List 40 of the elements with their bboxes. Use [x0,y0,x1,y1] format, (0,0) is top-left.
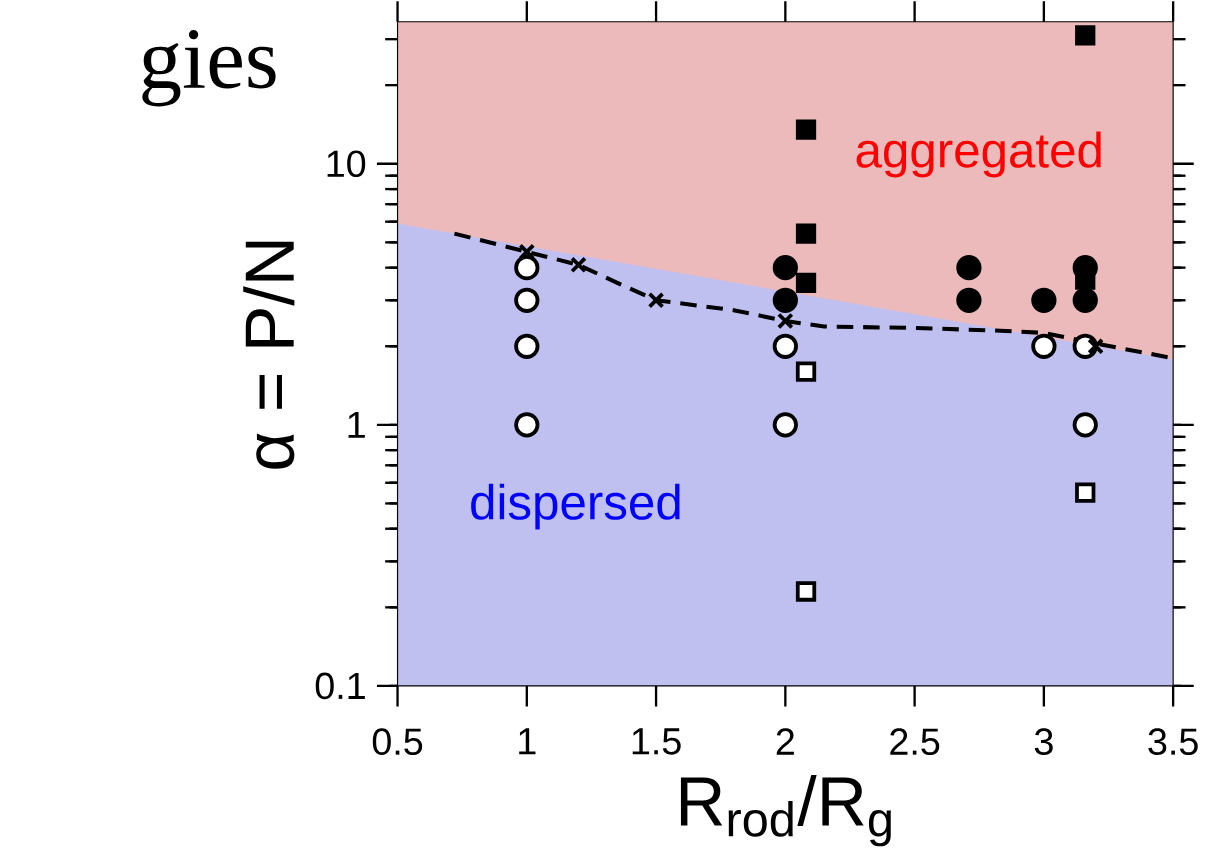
x-tick-label: 1 [519,728,536,755]
point [772,287,798,313]
y-tick-label: 0.1 [315,672,365,700]
point [514,287,540,313]
point [772,255,798,281]
y-tick-label: 10 [327,150,366,178]
point [647,291,665,309]
point [795,272,817,293]
point [570,256,587,274]
series-label: aggregated [856,131,1101,178]
x-tick-label: 0.5 [372,728,423,756]
x-tick-label: 3.5 [1148,728,1198,756]
point [795,361,817,382]
x-tick-label: 2 [776,728,794,755]
point [956,287,982,313]
point [795,119,817,140]
point [1031,333,1057,359]
x-tick-label: 3 [1034,728,1053,756]
point [514,333,540,359]
point [1075,25,1096,46]
point [1087,337,1104,355]
series-label: dispersed [471,483,680,530]
x-tick-label: 2.5 [890,728,940,756]
point [514,412,540,438]
x-tick-label: 1.5 [632,728,681,755]
x-axis-title: R$_{rod}$/R$_{g}$ [680,774,891,847]
point [1075,482,1096,503]
point [1031,287,1057,313]
point [956,255,982,281]
point [1072,412,1098,438]
point [514,255,540,281]
point [1072,287,1098,313]
point [795,581,817,602]
text: gies [142,29,276,107]
y-axis-title: α = P/N [243,241,295,469]
point [795,223,817,244]
point [772,333,798,359]
point [772,412,798,438]
y-tick-label: 1 [348,411,365,438]
point [777,312,794,330]
